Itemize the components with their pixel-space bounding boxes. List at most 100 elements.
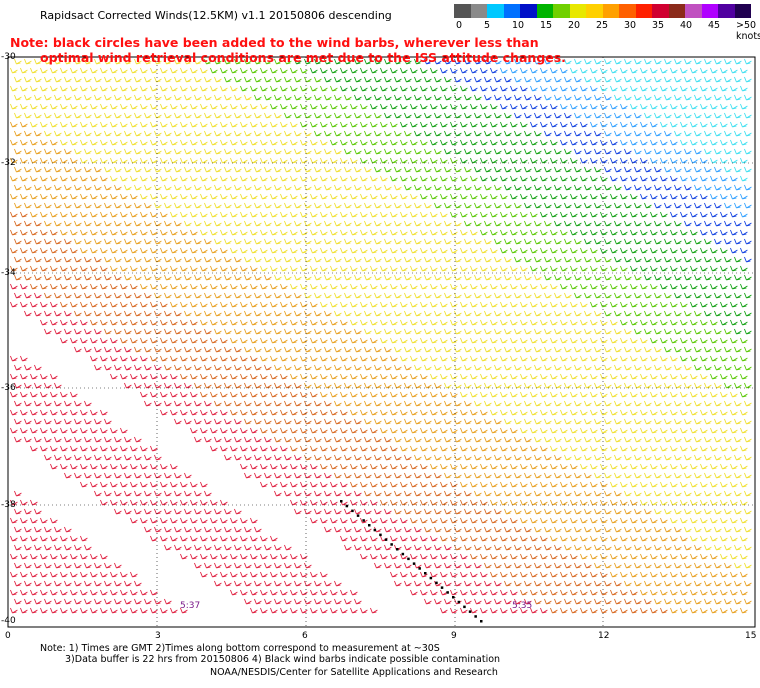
wind-barb bbox=[254, 130, 262, 137]
wind-barb bbox=[94, 166, 102, 173]
wind-barb bbox=[204, 148, 212, 155]
wind-barb bbox=[674, 184, 682, 191]
wind-barb bbox=[194, 130, 202, 137]
wind-barb bbox=[420, 193, 428, 200]
wind-barb bbox=[224, 58, 232, 65]
wind-barb bbox=[744, 94, 752, 101]
wind-barb bbox=[310, 67, 318, 74]
legend-swatch bbox=[668, 4, 685, 18]
wind-barb bbox=[100, 139, 108, 146]
wind-barb bbox=[244, 76, 252, 83]
chart-title: Rapidsact Corrected Winds(12.5KM) v1.1 2… bbox=[40, 9, 392, 22]
wind-barb bbox=[610, 121, 618, 128]
wind-barb bbox=[490, 175, 498, 182]
wind-barb bbox=[304, 166, 312, 173]
wind-barb bbox=[330, 67, 338, 74]
wind-barb bbox=[620, 103, 628, 110]
wind-barb bbox=[700, 139, 708, 146]
wind-barb bbox=[570, 139, 578, 146]
wind-barb bbox=[740, 103, 748, 110]
wind-barb bbox=[304, 130, 312, 137]
wind-barb bbox=[394, 166, 402, 173]
wind-barb bbox=[390, 67, 398, 74]
wind-barb bbox=[194, 94, 202, 101]
wind-barb bbox=[154, 94, 162, 101]
wind-barb bbox=[134, 130, 142, 137]
wind-barb bbox=[724, 76, 732, 83]
wind-barb bbox=[460, 211, 468, 218]
wind-barb bbox=[170, 67, 178, 74]
wind-barb bbox=[104, 166, 112, 173]
wind-barb bbox=[554, 94, 562, 101]
wind-barb bbox=[30, 103, 38, 110]
wind-barb bbox=[144, 202, 152, 209]
contamination-marker bbox=[429, 576, 433, 580]
wind-barb bbox=[380, 139, 388, 146]
wind-barb bbox=[250, 103, 258, 110]
wind-barb bbox=[504, 202, 512, 209]
wind-barb bbox=[644, 166, 652, 173]
wind-barb bbox=[634, 130, 642, 137]
wind-barb bbox=[424, 184, 432, 191]
wind-barb bbox=[650, 193, 658, 200]
wind-barb bbox=[700, 193, 708, 200]
wind-barb bbox=[294, 58, 302, 65]
wind-barb bbox=[84, 184, 92, 191]
wind-barb bbox=[274, 130, 282, 137]
wind-barb bbox=[620, 85, 628, 92]
wind-barb bbox=[144, 76, 152, 83]
wind-barb bbox=[270, 103, 278, 110]
wind-barb bbox=[604, 130, 612, 137]
wind-barb bbox=[244, 94, 252, 101]
legend-label: 20 bbox=[568, 20, 581, 31]
wind-barb bbox=[530, 139, 538, 146]
wind-barb bbox=[80, 67, 88, 74]
wind-barb bbox=[380, 175, 388, 182]
wind-barb bbox=[384, 94, 392, 101]
wind-barb bbox=[100, 175, 108, 182]
wind-barb bbox=[174, 58, 182, 65]
wind-barb bbox=[564, 202, 572, 209]
wind-barb bbox=[614, 58, 622, 65]
wind-barb bbox=[644, 94, 652, 101]
wind-barb bbox=[404, 94, 412, 101]
wind-barb bbox=[214, 166, 222, 173]
wind-barb bbox=[140, 139, 148, 146]
wind-barb bbox=[60, 193, 68, 200]
wind-barb bbox=[710, 121, 718, 128]
wind-barb bbox=[244, 202, 252, 209]
wind-barb bbox=[80, 193, 88, 200]
wind-barb bbox=[324, 202, 332, 209]
wind-barb bbox=[140, 103, 148, 110]
wind-barb bbox=[244, 166, 252, 173]
contamination-marker bbox=[424, 572, 427, 575]
wind-barb bbox=[644, 148, 652, 155]
legend-label: 25 bbox=[596, 20, 609, 31]
wind-barb bbox=[544, 202, 552, 209]
wind-barb bbox=[84, 202, 92, 209]
wind-barb bbox=[640, 85, 648, 92]
wind-barb bbox=[40, 193, 48, 200]
wind-barb bbox=[324, 166, 332, 173]
wind-barb bbox=[150, 121, 158, 128]
wind-barb bbox=[670, 85, 678, 92]
wind-barb bbox=[630, 103, 638, 110]
contamination-marker bbox=[412, 562, 416, 565]
wind-barb bbox=[234, 166, 242, 173]
wind-barb bbox=[374, 76, 382, 83]
wind-barb bbox=[190, 67, 198, 74]
wind-barb bbox=[680, 85, 688, 92]
wind-barb bbox=[674, 76, 682, 83]
wind-barb bbox=[434, 58, 442, 65]
wind-barb bbox=[610, 157, 618, 164]
wind-barb bbox=[654, 94, 662, 101]
wind-barb bbox=[14, 166, 22, 173]
footnote-line2: 3)Data buffer is 22 hrs from 20150806 4)… bbox=[65, 654, 501, 665]
wind-barb bbox=[514, 148, 522, 155]
wind-barb bbox=[344, 166, 352, 173]
wind-barb bbox=[10, 121, 18, 128]
wind-barb bbox=[524, 202, 532, 209]
wind-barb bbox=[644, 184, 652, 191]
wind-barb bbox=[70, 67, 78, 74]
wind-barb bbox=[164, 112, 172, 119]
